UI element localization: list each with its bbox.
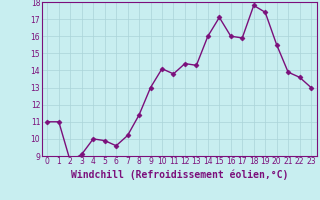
X-axis label: Windchill (Refroidissement éolien,°C): Windchill (Refroidissement éolien,°C): [70, 169, 288, 180]
